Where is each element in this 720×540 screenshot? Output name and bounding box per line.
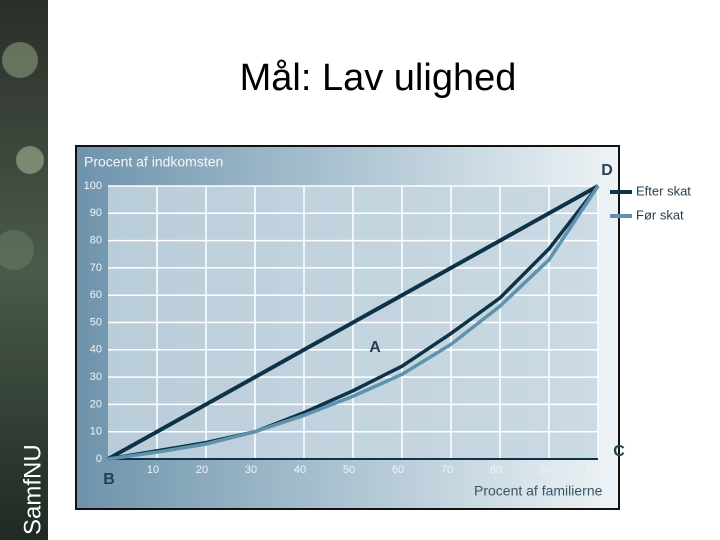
annotation: D [601,162,613,179]
x-tick-label: 20 [196,464,208,476]
decor-strip [0,0,48,540]
y-tick-label: 20 [90,398,102,410]
legend-label: Før skat [636,207,684,222]
annotation: C [613,443,625,460]
x-tick-label: 40 [294,464,306,476]
logo: SamfNU [19,444,46,535]
y-tick-label: 10 [90,426,102,438]
y-tick-label: 60 [90,289,102,301]
decor [0,230,34,270]
annotation: A [369,339,381,356]
chart: 0 10 20 30 40 50 60 70 80 90 100 10 20 30 40 50 60 70 80 90… [84,154,692,499]
y-tick-label: 30 [90,371,102,383]
y-tick-label: 70 [90,262,102,274]
y-tick-label: 40 [90,344,102,356]
x-tick-label: 100 [585,464,603,476]
y-tick-label: 80 [90,235,102,247]
x-tick-label: 10 [147,464,159,476]
x-tick-label: 60 [392,464,404,476]
decor [16,146,44,174]
legend-label: Efter skat [636,183,691,198]
series-line [107,184,599,461]
y-tick-label: 0 [96,453,102,465]
annotation: B [103,471,115,488]
y-tick-label: 50 [90,316,102,328]
x-tick-label: 90 [539,464,551,476]
slide-title: Mål: Lav ulighed [240,57,517,99]
x-tick-label: 50 [343,464,355,476]
x-tick-label: 30 [245,464,257,476]
series-line [107,185,600,461]
x-tick-label: 70 [441,464,453,476]
y-tick-label: 90 [90,207,102,219]
y-axis-title: Procent af indkomsten [84,154,223,170]
x-tick-label: 80 [490,464,502,476]
y-tick-label: 100 [84,180,102,192]
decor [2,42,38,78]
x-axis-title: Procent af familierne [474,483,603,499]
